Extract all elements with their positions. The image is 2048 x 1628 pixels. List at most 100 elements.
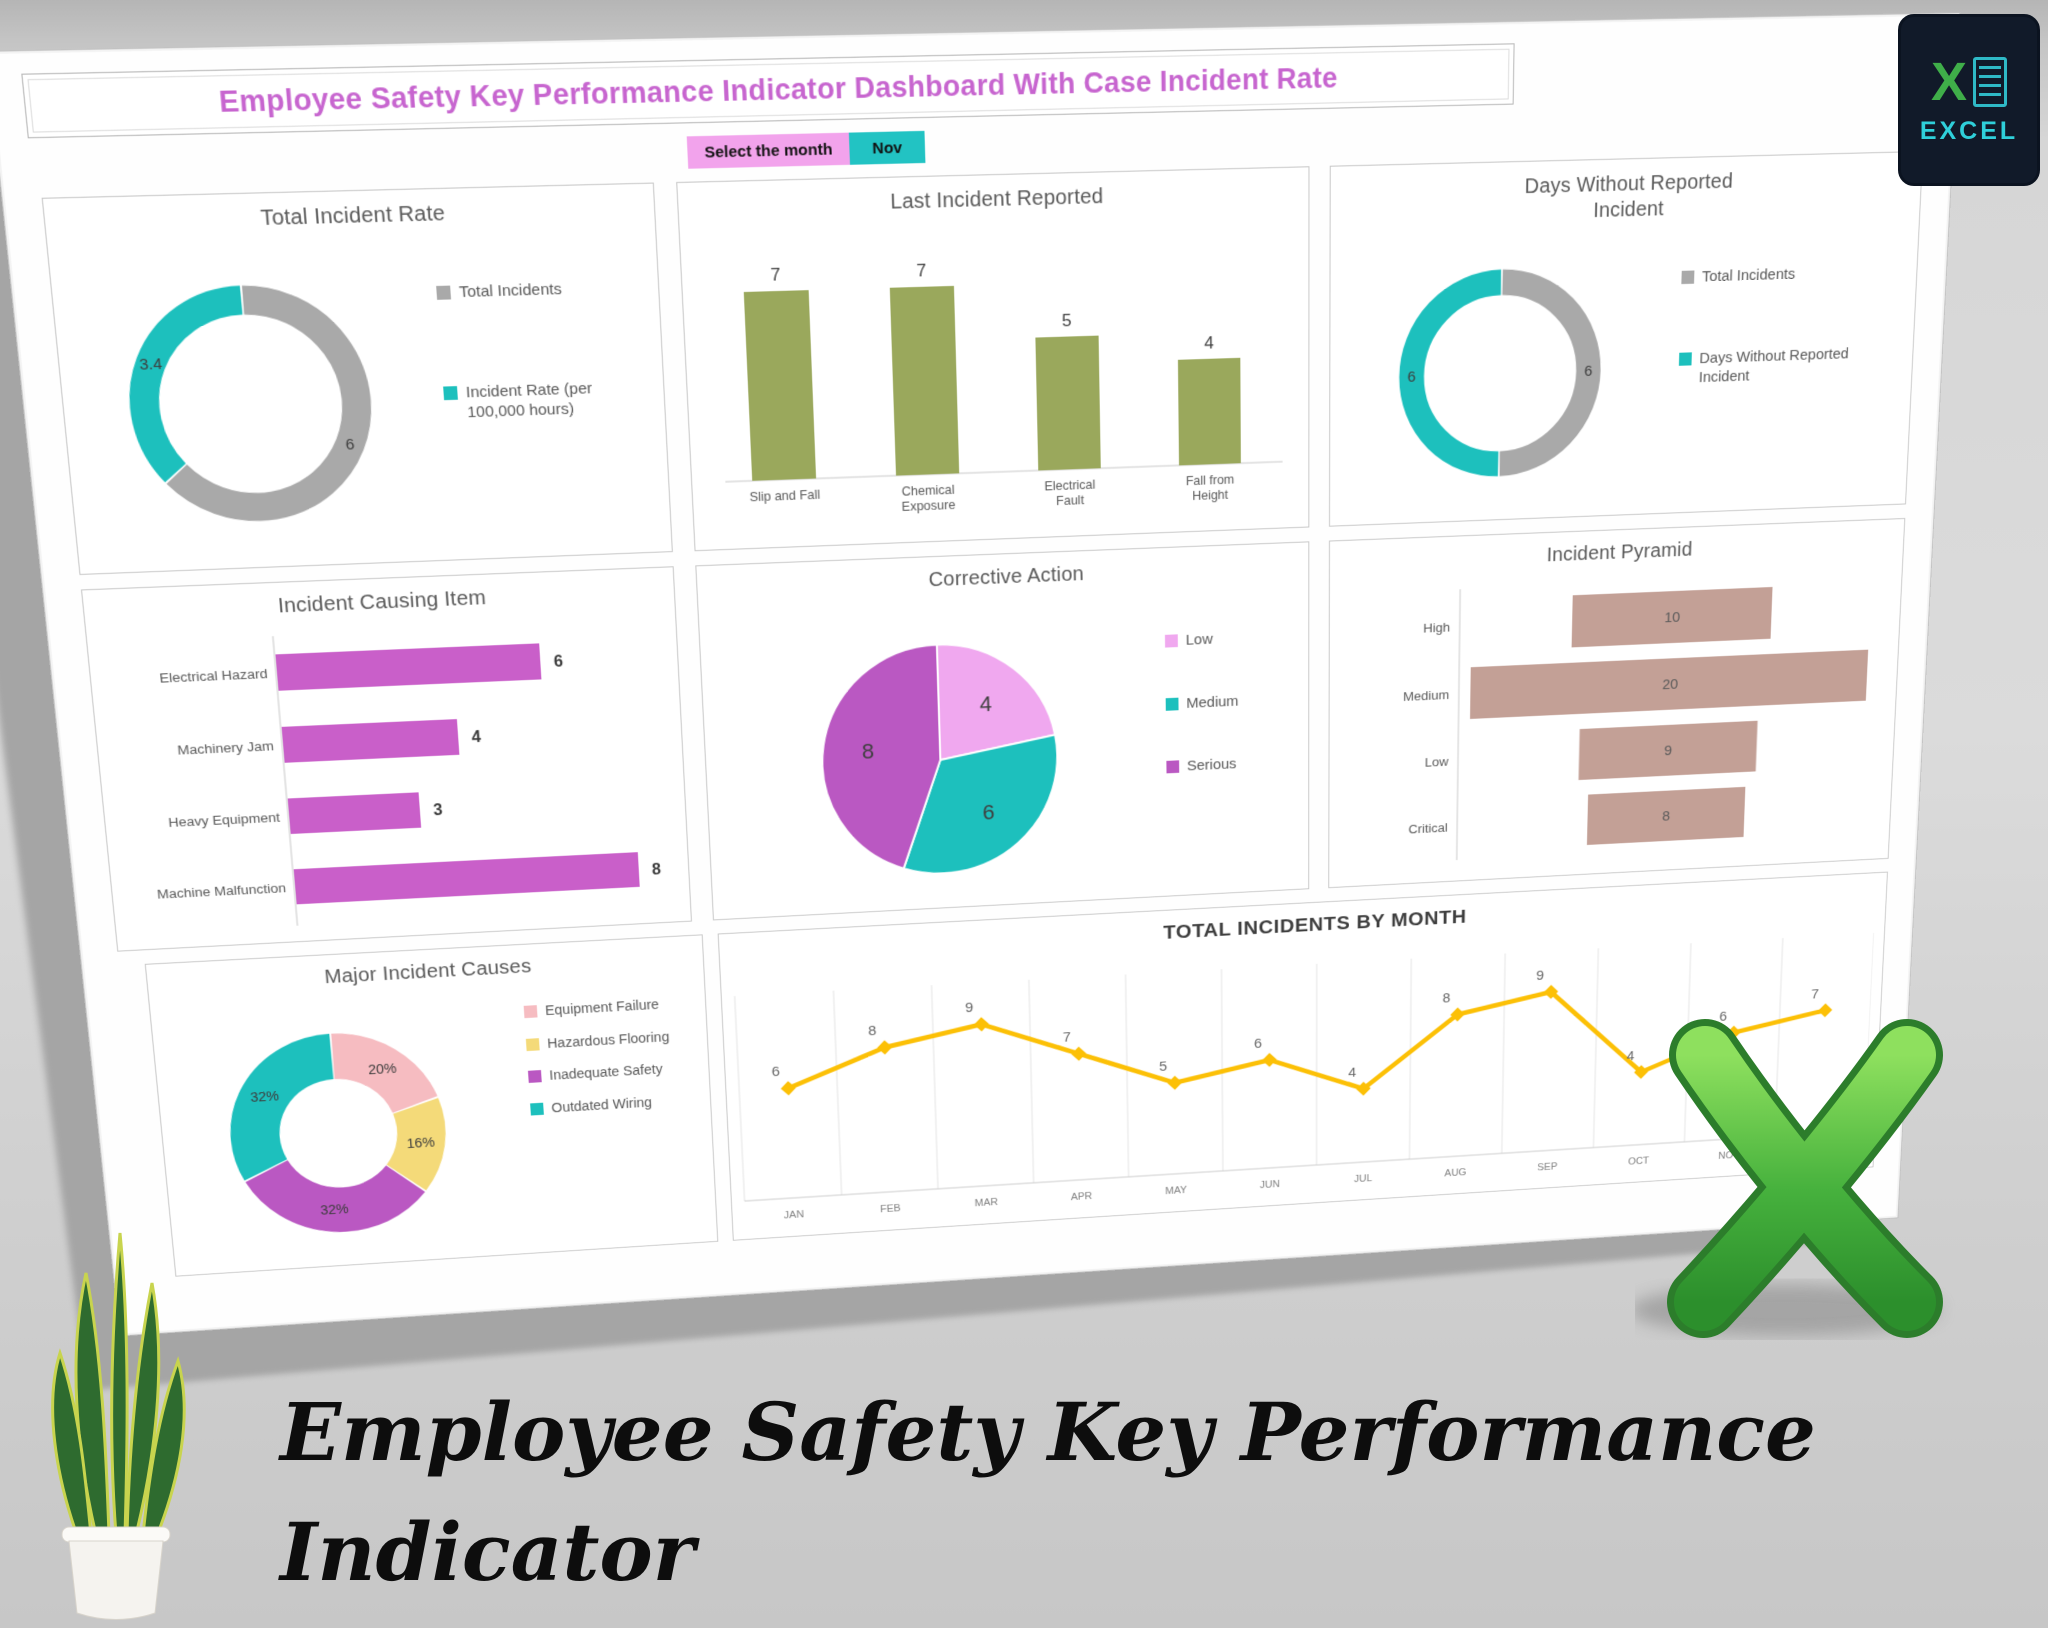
legend-swatch	[530, 1102, 544, 1116]
legend-swatch	[523, 1005, 538, 1019]
days-without-incident-legend: Total Incidents Days Without Reported Inc…	[1678, 264, 1856, 388]
panel-corrective-action: Corrective Action 4 6 8 Low Medium Serious	[695, 541, 1310, 921]
incident-causing-item-chart: 6 Electrical Hazard 4 Machinery Jam 3 Heavy E…	[93, 612, 685, 948]
svg-text:16%: 16%	[406, 1136, 435, 1152]
major-incident-causes-legend: Equipment Failure Hazardous Flooring Inade…	[523, 994, 705, 1117]
svg-text:9: 9	[1536, 968, 1544, 983]
legend-item: Serious	[1166, 752, 1302, 776]
legend-label: Incident Rate (per 100,000 hours)	[465, 379, 593, 421]
legend-label: Medium	[1186, 692, 1239, 712]
chart-title: Major Incident Causes	[323, 955, 532, 989]
caption: Employee Safety Key Performance Indicato…	[280, 1372, 2040, 1628]
svg-text:6: 6	[982, 800, 995, 825]
excel-badge: X EXCEL	[1898, 14, 2040, 186]
svg-text:6: 6	[345, 436, 355, 454]
svg-text:7: 7	[1811, 987, 1819, 1002]
legend-item: Hazardous Flooring	[525, 1027, 702, 1053]
legend-swatch	[1164, 634, 1178, 648]
legend-swatch	[1678, 352, 1692, 366]
legend-swatch	[1681, 270, 1695, 285]
panel-incident-pyramid: Incident Pyramid 10 High 20 Medium 9 Low 8 Crit…	[1328, 517, 1906, 889]
legend-label: Days Without Reported Incident	[1698, 345, 1850, 386]
svg-text:Electrical Hazard: Electrical Hazard	[159, 665, 268, 685]
svg-text:8: 8	[1662, 809, 1670, 825]
svg-text:Critical: Critical	[1408, 820, 1447, 837]
legend-label: Total Incidents	[458, 280, 563, 302]
total-incidents-by-month-chart: JAN FEB MAR APR MAY JUN JUL AUG SEP OCT NOV DEC 6 8 9 7…	[729, 922, 1874, 1236]
panel-last-incident-reported: Last Incident Reported 7 Slip and Fall 7 Ch…	[676, 166, 1310, 552]
svg-text:SEP: SEP	[1537, 1162, 1557, 1174]
slicer-label-button[interactable]: Select the month	[686, 132, 850, 169]
svg-text:AUG: AUG	[1444, 1167, 1466, 1179]
corrective_action-svg: 4 6 8	[707, 596, 1159, 908]
panel-incident-causing-item: Incident Causing Item 6 Electrical Hazard…	[80, 566, 692, 952]
svg-text:4: 4	[979, 691, 992, 716]
svg-text:High: High	[1423, 619, 1450, 635]
dashboard-sheet-wrap: Employee Safety Key Performance Indicato…	[0, 12, 1961, 1337]
caption-line-2: Dashboard With Case Incident Rate	[280, 1612, 2040, 1628]
svg-text:7: 7	[916, 260, 926, 281]
svg-text:NOV: NOV	[1718, 1150, 1740, 1162]
page-title: Employee Safety Key Performance Indicato…	[217, 61, 1338, 118]
last-incident-reported-chart: 7 Slip and Fall 7 Chemical Exposure 5 Electric…	[684, 213, 1305, 552]
svg-text:7: 7	[770, 264, 781, 285]
svg-text:9: 9	[1664, 743, 1672, 759]
corrective-action-chart: 4 6 8	[707, 596, 1159, 912]
dashboard-sheet: Employee Safety Key Performance Indicato…	[0, 12, 1961, 1337]
incident_causing_item-svg: 6 Electrical Hazard 4 Machinery Jam 3 Heavy E…	[156, 612, 661, 943]
incident-pyramid-chart: 10 High 20 Medium 9 Low 8 Critical	[1335, 564, 1897, 884]
svg-text:APR: APR	[1071, 1191, 1093, 1203]
legend-swatch	[443, 385, 458, 400]
legend-swatch	[525, 1037, 540, 1051]
chart-title: Total Incident Rate	[259, 201, 446, 231]
legend-item: Incident Rate (per 100,000 hours)	[443, 378, 646, 424]
major-incident-causes-chart: 20% 16% 32% 32%	[154, 987, 532, 1272]
svg-text:JUN: JUN	[1260, 1179, 1280, 1191]
svg-text:Medium: Medium	[1403, 687, 1449, 704]
svg-text:8: 8	[1443, 991, 1451, 1006]
spreadsheet-doc-icon	[1973, 56, 2008, 107]
svg-text:8: 8	[868, 1023, 877, 1039]
svg-text:Machinery Jam: Machinery Jam	[177, 738, 275, 758]
svg-text:Fault: Fault	[1056, 492, 1085, 508]
total-incident-rate-legend: Total Incidents Incident Rate (per 100,00…	[436, 278, 646, 423]
legend-label: Outdated Wiring	[550, 1093, 653, 1115]
svg-text:5: 5	[1062, 310, 1072, 330]
svg-text:3: 3	[433, 802, 443, 820]
corrective-action-legend: Low Medium Serious	[1164, 627, 1303, 776]
panel-major-incident-causes: Major Incident Causes 20% 16% 32% 32% Equip…	[144, 934, 719, 1276]
incident_pyramid-svg: 10 High 20 Medium 9 Low 8 Critical	[1403, 586, 1869, 880]
total_incident_rate-svg: 63.4	[61, 237, 444, 565]
excel-x-logo	[1635, 1019, 1943, 1338]
svg-text:Slip and Fall: Slip and Fall	[749, 487, 820, 504]
major_incident_causes-svg: 20% 16% 32% 32%	[154, 987, 531, 1268]
svg-text:6: 6	[771, 1064, 780, 1080]
svg-text:FEB: FEB	[880, 1203, 901, 1215]
legend-label: Serious	[1186, 755, 1237, 774]
svg-text:5: 5	[1159, 1059, 1167, 1074]
svg-text:JUL: JUL	[1354, 1173, 1372, 1184]
legend-item: Medium	[1165, 690, 1303, 714]
panel-total-incidents-by-month: TOTAL INCIDENTS BY MONTH JAN FEB MAR APR MAY…	[717, 871, 1888, 1241]
slicer-month-value-button[interactable]: Nov	[848, 130, 926, 165]
svg-text:6: 6	[553, 653, 563, 671]
svg-text:Machine Malfunction: Machine Malfunction	[156, 880, 286, 902]
legend-label: Hazardous Flooring	[546, 1028, 670, 1051]
svg-text:4: 4	[1204, 333, 1214, 353]
month-slicer: Select the month Nov	[686, 130, 926, 169]
legend-item: Outdated Wiring	[530, 1091, 705, 1117]
plant-image	[51, 1232, 186, 1620]
svg-text:MAR: MAR	[975, 1197, 999, 1209]
legend-item: Days Without Reported Incident	[1678, 345, 1853, 388]
svg-text:Electrical: Electrical	[1044, 477, 1095, 494]
legend-swatch	[436, 285, 452, 300]
legend-item: Inadequate Safety	[527, 1059, 703, 1085]
svg-text:6: 6	[1407, 369, 1415, 386]
svg-text:Chemical: Chemical	[901, 482, 954, 499]
legend-swatch	[1165, 697, 1179, 711]
total-incident-rate-chart: 6 3.4	[61, 237, 444, 570]
